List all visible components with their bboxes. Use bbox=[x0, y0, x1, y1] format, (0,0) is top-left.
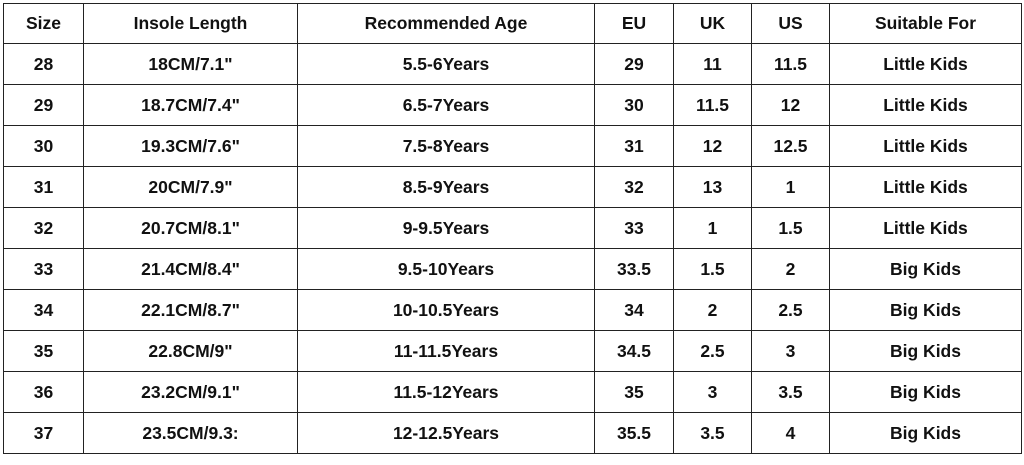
cell-size: 37 bbox=[3, 412, 84, 454]
cell-recommended-age: 7.5-8Years bbox=[297, 125, 595, 167]
cell-size: 31 bbox=[3, 166, 84, 208]
cell-size: 35 bbox=[3, 330, 84, 372]
cell-us: 11.5 bbox=[751, 43, 830, 85]
cell-eu: 30 bbox=[594, 84, 674, 126]
cell-suitable-for: Little Kids bbox=[829, 166, 1022, 208]
cell-us: 3.5 bbox=[751, 371, 830, 413]
cell-eu: 34.5 bbox=[594, 330, 674, 372]
cell-eu: 33.5 bbox=[594, 248, 674, 290]
cell-eu: 34 bbox=[594, 289, 674, 331]
cell-recommended-age: 10-10.5Years bbox=[297, 289, 595, 331]
cell-size: 34 bbox=[3, 289, 84, 331]
cell-insole-length: 20CM/7.9" bbox=[83, 166, 298, 208]
cell-eu: 29 bbox=[594, 43, 674, 85]
cell-uk: 3 bbox=[673, 371, 752, 413]
table-row: 30 19.3CM/7.6" 7.5-8Years 31 12 12.5 Little Ki… bbox=[3, 125, 1022, 167]
cell-eu: 33 bbox=[594, 207, 674, 249]
cell-insole-length: 23.2CM/9.1" bbox=[83, 371, 298, 413]
table-row: 31 20CM/7.9" 8.5-9Years 32 13 1 Little Kids bbox=[3, 166, 1022, 208]
cell-suitable-for: Little Kids bbox=[829, 125, 1022, 167]
cell-recommended-age: 11-11.5Years bbox=[297, 330, 595, 372]
cell-us: 12.5 bbox=[751, 125, 830, 167]
cell-uk: 3.5 bbox=[673, 412, 752, 454]
cell-size: 30 bbox=[3, 125, 84, 167]
cell-us: 12 bbox=[751, 84, 830, 126]
cell-suitable-for: Big Kids bbox=[829, 248, 1022, 290]
size-chart-table: Size Insole Length Recommended Age EU UK US Su… bbox=[3, 3, 1022, 454]
table-row: 34 22.1CM/8.7" 10-10.5Years 34 2 2.5 Big Kids bbox=[3, 289, 1022, 331]
header-insole-length: Insole Length bbox=[83, 3, 298, 44]
cell-uk: 1 bbox=[673, 207, 752, 249]
cell-recommended-age: 9.5-10Years bbox=[297, 248, 595, 290]
header-row: Size Insole Length Recommended Age EU UK US Su… bbox=[3, 3, 1022, 44]
header-suitable-for: Suitable For bbox=[829, 3, 1022, 44]
cell-insole-length: 22.8CM/9" bbox=[83, 330, 298, 372]
cell-us: 4 bbox=[751, 412, 830, 454]
cell-insole-length: 22.1CM/8.7" bbox=[83, 289, 298, 331]
cell-us: 1 bbox=[751, 166, 830, 208]
header-recommended-age: Recommended Age bbox=[297, 3, 595, 44]
cell-recommended-age: 9-9.5Years bbox=[297, 207, 595, 249]
cell-insole-length: 20.7CM/8.1" bbox=[83, 207, 298, 249]
cell-size: 28 bbox=[3, 43, 84, 85]
cell-size: 36 bbox=[3, 371, 84, 413]
cell-recommended-age: 6.5-7Years bbox=[297, 84, 595, 126]
cell-uk: 11.5 bbox=[673, 84, 752, 126]
header-us: US bbox=[751, 3, 830, 44]
cell-suitable-for: Big Kids bbox=[829, 371, 1022, 413]
cell-suitable-for: Big Kids bbox=[829, 412, 1022, 454]
cell-uk: 13 bbox=[673, 166, 752, 208]
cell-recommended-age: 8.5-9Years bbox=[297, 166, 595, 208]
table-row: 35 22.8CM/9" 11-11.5Years 34.5 2.5 3 Big Kids bbox=[3, 330, 1022, 372]
cell-suitable-for: Little Kids bbox=[829, 207, 1022, 249]
cell-size: 29 bbox=[3, 84, 84, 126]
cell-size: 32 bbox=[3, 207, 84, 249]
header-eu: EU bbox=[594, 3, 674, 44]
cell-us: 3 bbox=[751, 330, 830, 372]
cell-us: 1.5 bbox=[751, 207, 830, 249]
cell-size: 33 bbox=[3, 248, 84, 290]
cell-eu: 35.5 bbox=[594, 412, 674, 454]
cell-eu: 31 bbox=[594, 125, 674, 167]
cell-us: 2.5 bbox=[751, 289, 830, 331]
cell-uk: 2 bbox=[673, 289, 752, 331]
cell-suitable-for: Little Kids bbox=[829, 84, 1022, 126]
table-row: 37 23.5CM/9.3: 12-12.5Years 35.5 3.5 4 Big Kid… bbox=[3, 412, 1022, 454]
cell-uk: 12 bbox=[673, 125, 752, 167]
cell-insole-length: 21.4CM/8.4" bbox=[83, 248, 298, 290]
cell-uk: 1.5 bbox=[673, 248, 752, 290]
table-row: 32 20.7CM/8.1" 9-9.5Years 33 1 1.5 Little Kids bbox=[3, 207, 1022, 249]
cell-us: 2 bbox=[751, 248, 830, 290]
cell-uk: 11 bbox=[673, 43, 752, 85]
cell-suitable-for: Big Kids bbox=[829, 330, 1022, 372]
cell-recommended-age: 12-12.5Years bbox=[297, 412, 595, 454]
header-size: Size bbox=[3, 3, 84, 44]
cell-recommended-age: 11.5-12Years bbox=[297, 371, 595, 413]
cell-insole-length: 18CM/7.1" bbox=[83, 43, 298, 85]
cell-uk: 2.5 bbox=[673, 330, 752, 372]
cell-insole-length: 23.5CM/9.3: bbox=[83, 412, 298, 454]
cell-suitable-for: Little Kids bbox=[829, 43, 1022, 85]
header-uk: UK bbox=[673, 3, 752, 44]
cell-insole-length: 19.3CM/7.6" bbox=[83, 125, 298, 167]
cell-suitable-for: Big Kids bbox=[829, 289, 1022, 331]
cell-eu: 35 bbox=[594, 371, 674, 413]
table-row: 28 18CM/7.1" 5.5-6Years 29 11 11.5 Little Kids bbox=[3, 43, 1022, 85]
table-row: 33 21.4CM/8.4" 9.5-10Years 33.5 1.5 2 Big Kids bbox=[3, 248, 1022, 290]
table-row: 29 18.7CM/7.4" 6.5-7Years 30 11.5 12 Little Ki… bbox=[3, 84, 1022, 126]
cell-eu: 32 bbox=[594, 166, 674, 208]
table-row: 36 23.2CM/9.1" 11.5-12Years 35 3 3.5 Big Kids bbox=[3, 371, 1022, 413]
cell-recommended-age: 5.5-6Years bbox=[297, 43, 595, 85]
cell-insole-length: 18.7CM/7.4" bbox=[83, 84, 298, 126]
